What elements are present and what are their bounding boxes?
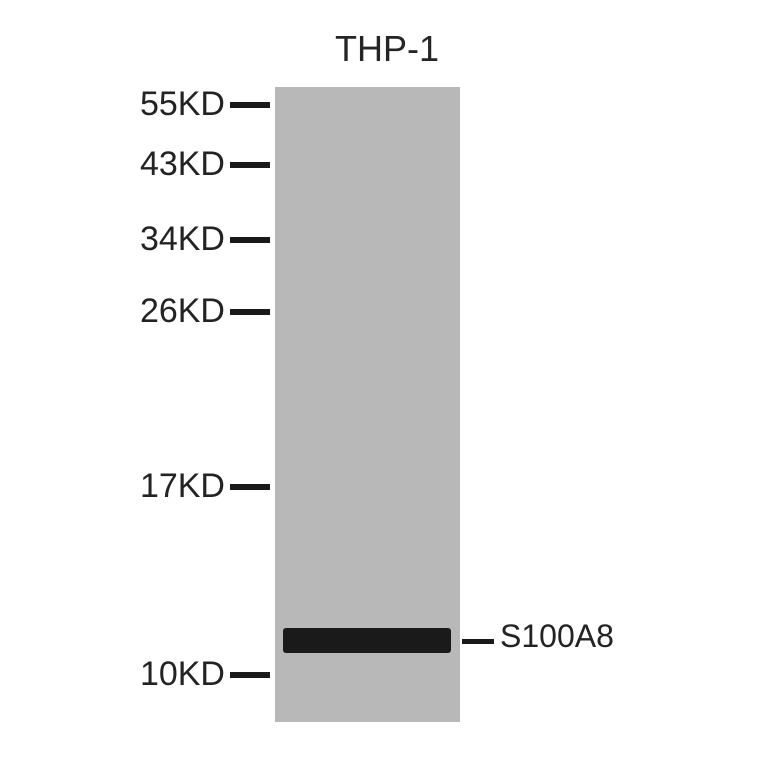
lane-sample-label: THP-1 <box>335 28 439 70</box>
marker-label-5: 10KD <box>140 655 225 694</box>
marker-label-0: 55KD <box>140 85 225 124</box>
marker-tick-5 <box>230 672 270 678</box>
marker-tick-2 <box>230 237 270 243</box>
marker-label-3: 26KD <box>140 292 225 331</box>
marker-tick-4 <box>230 484 270 490</box>
marker-label-4: 17KD <box>140 467 225 506</box>
marker-label-2: 34KD <box>140 220 225 259</box>
gel-lane-background <box>275 87 460 722</box>
band-indicator-tick <box>462 639 494 644</box>
protein-band <box>283 628 451 653</box>
protein-name-label: S100A8 <box>500 618 614 655</box>
marker-label-1: 43KD <box>140 145 225 184</box>
western-blot-container: THP-1 55KD 43KD 34KD 26KD 17KD 10KD S100A8 <box>0 0 764 764</box>
marker-tick-1 <box>230 162 270 168</box>
marker-tick-3 <box>230 309 270 315</box>
marker-tick-0 <box>230 102 270 108</box>
